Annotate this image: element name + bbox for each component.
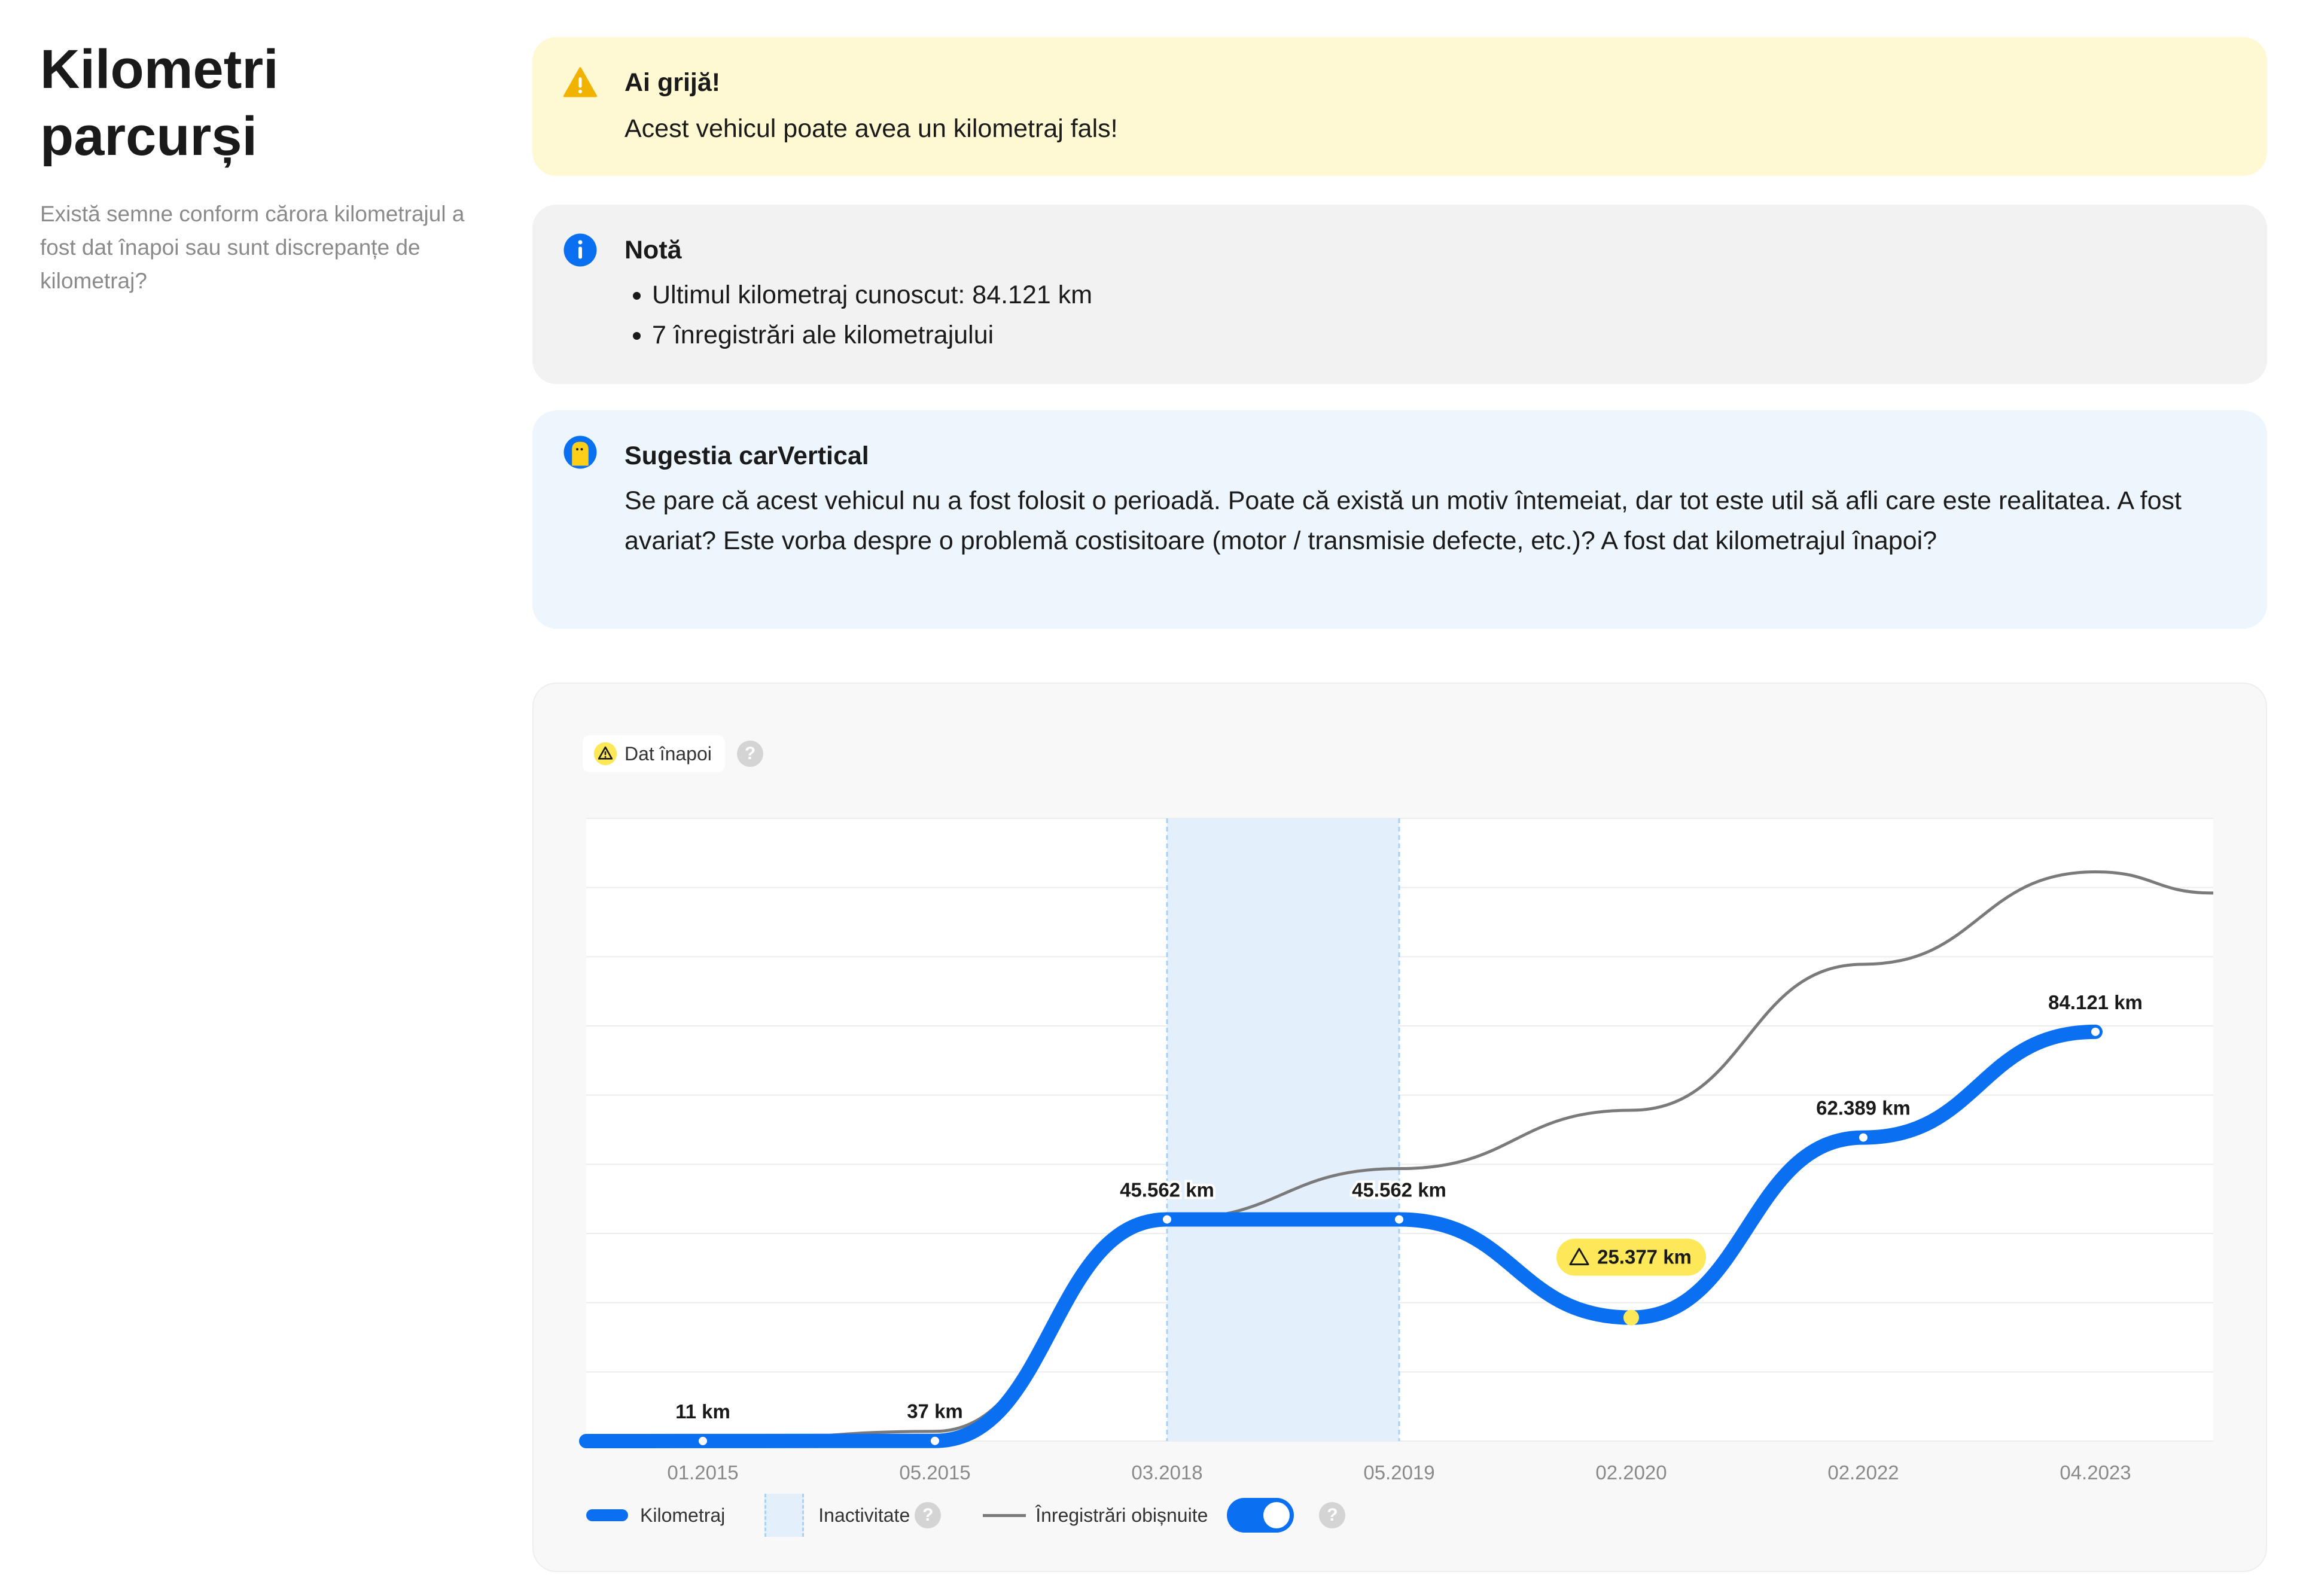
data-label: 84.121 km: [2048, 991, 2143, 1013]
rollback-help-icon[interactable]: ?: [737, 741, 763, 767]
data-point: [1623, 1309, 1639, 1326]
data-point: [2089, 1025, 2102, 1038]
x-tick-label: 02.2020: [1595, 1461, 1667, 1484]
legend-inactivity-label: Inactivitate: [818, 1504, 910, 1526]
toggle-knob: [1263, 1502, 1290, 1528]
data-label: 25.377 km: [1597, 1246, 1692, 1268]
page-title-line1: Kilometri: [40, 39, 279, 100]
x-tick-label: 01.2015: [667, 1461, 738, 1484]
data-point: [928, 1434, 942, 1448]
note-alert: Notă Ultimul kilometraj cunoscut: 84.121…: [532, 205, 2267, 384]
data-label: 45.562 km: [1120, 1178, 1214, 1201]
legend-inactivity-swatch: [764, 1494, 805, 1537]
rollback-filter-chip[interactable]: Dat înapoi: [583, 735, 725, 772]
legend-mileage-label: Kilometraj: [640, 1504, 726, 1526]
note-title: Notă: [624, 236, 682, 264]
warning-alert: Ai grijă! Acest vehicul poate avea un ki…: [532, 37, 2267, 176]
legend-mileage-swatch: [586, 1509, 628, 1521]
series-mileage-line: [579, 1024, 2103, 1448]
info-icon: [563, 233, 597, 267]
data-label: 11 km: [675, 1400, 730, 1423]
suggestion-text: Se pare că acest vehicul nu a fost folos…: [624, 486, 2182, 555]
regular-records-toggle[interactable]: [1227, 1498, 1294, 1533]
data-label: 37 km: [907, 1400, 963, 1423]
legend-regular-swatch: [983, 1513, 1026, 1517]
warning-triangle-icon: [1569, 1248, 1589, 1266]
chart-legend: Kilometraj Inactivitate ? Înregistrări o…: [586, 1491, 1346, 1539]
page-title: Kilometri parcurși: [40, 36, 471, 170]
section-header: Kilometri parcurși Există semne conform …: [40, 36, 471, 298]
suggestion-title: Sugestia carVertical: [624, 441, 869, 470]
data-point: [1393, 1213, 1406, 1226]
data-label: 45.562 km: [1352, 1178, 1446, 1201]
note-item: Ultimul kilometraj cunoscut: 84.121 km: [652, 275, 2195, 315]
note-list: Ultimul kilometraj cunoscut: 84.121 km 7…: [624, 275, 2195, 355]
x-tick-label: 04.2023: [2060, 1461, 2131, 1484]
warning-triangle-icon: [563, 67, 598, 98]
data-point: [1160, 1213, 1174, 1226]
page-subtitle: Există semne conform cărora kilometrajul…: [40, 202, 465, 293]
regular-help-icon[interactable]: ?: [1319, 1502, 1346, 1528]
data-point: [696, 1434, 709, 1448]
mileage-chart: 11 km 37 km 45.562 km 45.562 km 25.377 km 62.…: [579, 818, 2214, 1484]
inactivity-help-icon[interactable]: ?: [915, 1502, 942, 1528]
carvertical-mascot-icon: [563, 435, 597, 469]
suggestion-alert: Sugestia carVertical Se pare că acest ve…: [532, 410, 2267, 629]
note-body: Ultimul kilometraj cunoscut: 84.121 km 7…: [624, 275, 2195, 355]
mileage-chart-card: Dat înapoi ? 11 km 37 km 45.562 km 45.562 k…: [532, 683, 2267, 1572]
warning-text: Acest vehicul poate avea un kilometraj f…: [624, 114, 1118, 143]
warning-triangle-icon: [593, 742, 617, 766]
x-tick-label: 02.2022: [1827, 1461, 1899, 1484]
rollback-label-pill: [1556, 1238, 1706, 1276]
x-tick-label: 05.2015: [899, 1461, 970, 1484]
inactivity-band: [1167, 818, 1399, 1441]
series-regular-line: [586, 870, 2214, 1443]
legend-regular-label: Înregistrări obișnuite: [1035, 1504, 1208, 1526]
warning-title: Ai grijă!: [624, 68, 721, 97]
x-tick-label: 05.2019: [1363, 1461, 1434, 1484]
x-tick-label: 03.2018: [1131, 1461, 1202, 1484]
note-item: 7 înregistrări ale kilometrajului: [652, 315, 2195, 355]
data-label: 62.389 km: [1816, 1097, 1911, 1119]
page-title-line2: parcurși: [40, 106, 258, 167]
rollback-chip-label: Dat înapoi: [624, 742, 712, 765]
rollback-data-label: 25.377 km: [1556, 1238, 1706, 1276]
data-point: [1857, 1131, 1870, 1144]
